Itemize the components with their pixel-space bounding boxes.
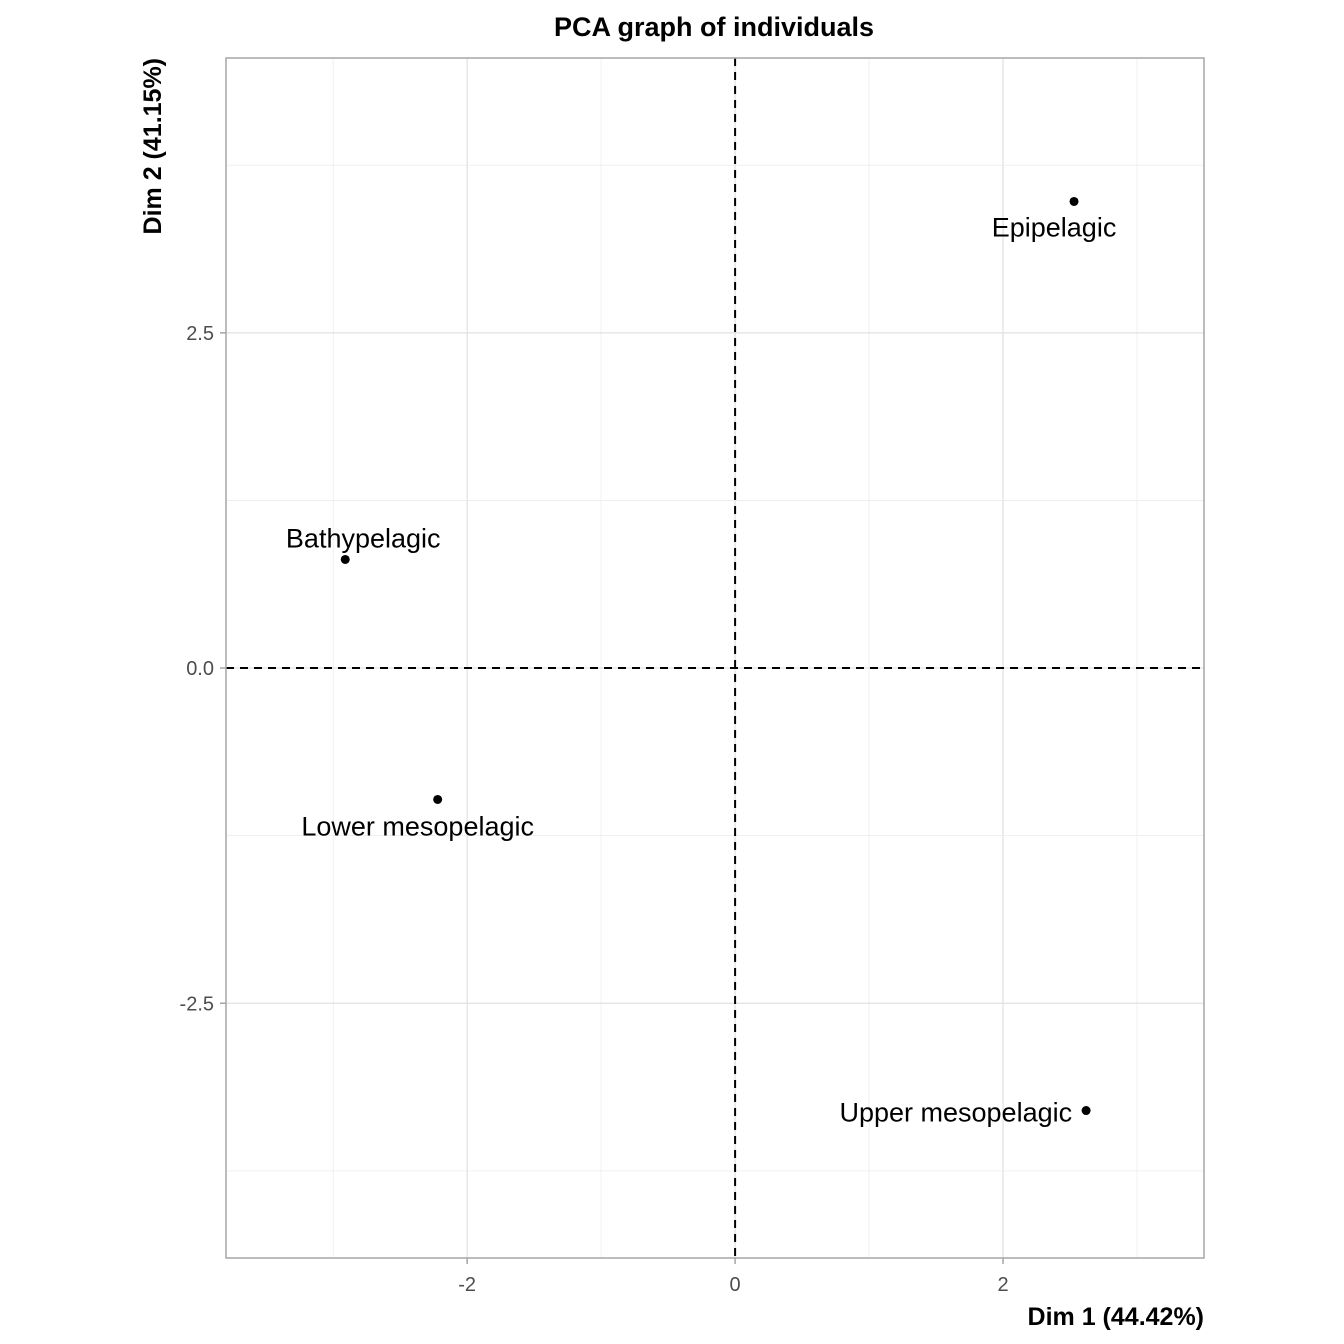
x-tick-label: 2 (997, 1274, 1008, 1296)
point-label: Lower mesopelagic (301, 811, 534, 841)
data-point (1081, 1106, 1091, 1116)
point-label: Bathypelagic (286, 523, 441, 553)
data-point (340, 554, 350, 564)
point-labels: Epipelagic Bathypelagic Lower mesopelagic U… (286, 212, 1116, 1127)
x-axis-title: Dim 1 (44.42%) (1028, 1303, 1204, 1331)
data-points (340, 196, 1091, 1116)
reference-lines (226, 58, 1204, 1258)
y-tick-label: 0.0 (186, 658, 214, 680)
chart-title: PCA graph of individuals (554, 12, 874, 42)
plot-panel-border (225, 57, 1205, 1259)
data-point (433, 794, 443, 804)
y-tick-label: 2.5 (186, 323, 214, 345)
x-tick-label: -2 (458, 1274, 476, 1296)
point-label: Upper mesopelagic (839, 1098, 1072, 1128)
x-tick-label: 0 (730, 1274, 741, 1296)
grid-lines (226, 58, 1204, 1258)
data-point (1069, 196, 1079, 206)
y-axis-title: Dim 2 (41.15%) (139, 58, 167, 234)
point-label: Epipelagic (992, 212, 1117, 242)
axis-ticks: -2 0 2 -2.5 0.0 2.5 (180, 323, 1009, 1296)
y-tick-label: -2.5 (180, 993, 214, 1015)
